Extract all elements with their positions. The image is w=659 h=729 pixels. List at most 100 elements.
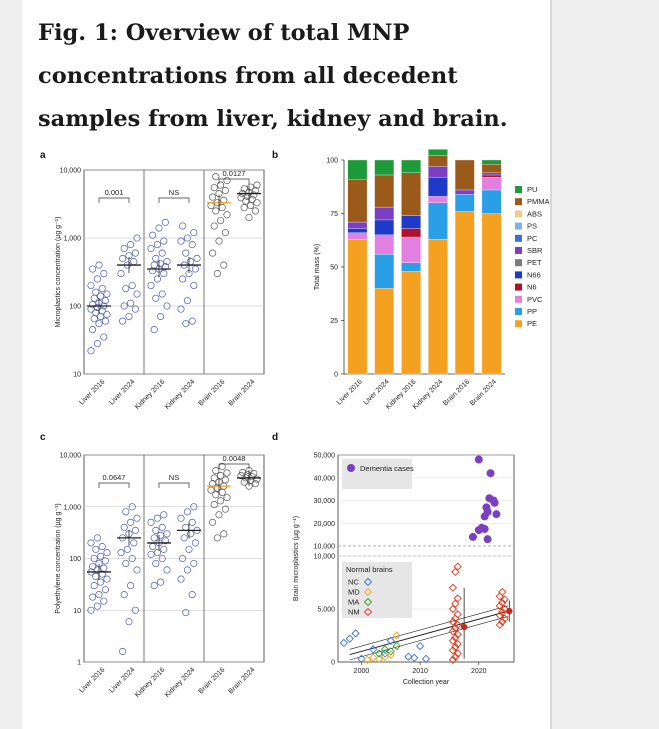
- data-point: [130, 539, 138, 547]
- trend-line: [349, 605, 509, 650]
- data-point: [221, 505, 229, 513]
- data-point: [117, 549, 125, 557]
- data-point: [127, 582, 135, 590]
- legend-marker-dementia: [347, 464, 355, 472]
- y-tick-label: 75: [330, 211, 338, 218]
- data-point: [217, 181, 225, 189]
- data-point: [253, 181, 261, 189]
- data-point: [157, 531, 165, 539]
- figure-title: Fig. 1: Overview of total MNP concentrat…: [38, 20, 508, 132]
- data-point: [100, 333, 108, 341]
- data-point: [128, 554, 136, 563]
- bar-segment-pp: [374, 254, 395, 289]
- y-tick-label: 1,000: [63, 504, 81, 511]
- data-point: [220, 261, 228, 269]
- data-point: [89, 326, 97, 334]
- data-point: [251, 480, 259, 488]
- data-point: [239, 468, 247, 477]
- data-point: [155, 224, 163, 232]
- dementia-point: [482, 503, 491, 512]
- data-point: [133, 290, 141, 298]
- data-point: [182, 523, 190, 531]
- bar-segment-pvc: [428, 196, 448, 203]
- legend-label-nm: NM: [348, 608, 360, 617]
- legend-marker-nc: [363, 577, 373, 587]
- data-point: [147, 244, 155, 253]
- normal-point-nm: [453, 620, 462, 630]
- data-point: [182, 609, 190, 617]
- normal-point-nm: [448, 636, 458, 645]
- data-point: [188, 591, 196, 599]
- bar-segment-pe: [347, 239, 368, 375]
- bar-segment-pp: [481, 189, 502, 214]
- data-point: [179, 275, 187, 283]
- bar-segment-pmma: [454, 159, 475, 191]
- y-tick-label: 5,000: [317, 607, 335, 614]
- panel-label-a: a: [40, 150, 46, 161]
- x-tick-label: Brain 2016: [442, 378, 471, 407]
- data-point: [217, 472, 225, 480]
- data-point: [240, 204, 248, 212]
- y-axis-label: Brain microplastics (µg g⁻¹): [293, 516, 300, 601]
- bar-segment-pvc: [481, 176, 502, 191]
- data-point: [117, 270, 125, 278]
- data-point: [193, 254, 201, 263]
- dementia-point: [490, 498, 499, 507]
- data-point: [103, 290, 111, 298]
- bar-segment-pu: [428, 149, 448, 156]
- bar-segment-pu: [347, 159, 368, 180]
- normal-point-nm: [451, 567, 460, 577]
- normal-point-md: [374, 654, 384, 663]
- data-point: [160, 270, 168, 278]
- legend-label-pmma: PMMA: [527, 197, 550, 206]
- normal-point-md: [386, 650, 395, 659]
- data-point: [207, 486, 215, 494]
- bar-segment-pe: [454, 211, 475, 375]
- scrollbar-track[interactable]: [550, 0, 552, 729]
- data-point: [133, 234, 141, 242]
- data-point: [220, 530, 228, 538]
- dementia-legend-box: [342, 459, 412, 489]
- data-point: [95, 320, 103, 328]
- x-tick-label: Liver 2016: [78, 666, 106, 694]
- y-tick-label: 30,000: [314, 498, 336, 505]
- data-point: [93, 534, 101, 542]
- normal-point-nc: [380, 649, 390, 658]
- normal-point-ma: [380, 645, 390, 654]
- y-tick-label: 10,000: [314, 554, 336, 561]
- x-tick-label: Brain 2024: [228, 666, 257, 695]
- legend-label-n66: N66: [527, 270, 541, 279]
- normal-point-nm: [448, 646, 458, 655]
- y-tick-label: 25: [330, 318, 338, 325]
- normal-point-nc: [369, 645, 378, 654]
- data-point: [161, 218, 169, 226]
- data-point: [247, 183, 255, 191]
- bar-segment-sbr: [428, 166, 448, 178]
- data-point: [187, 530, 195, 538]
- normal-point-ma: [392, 641, 401, 651]
- dementia-point: [468, 532, 477, 541]
- data-point: [210, 501, 218, 509]
- legend-label-md: MD: [348, 588, 360, 597]
- legend-swatch-n6: [515, 283, 522, 291]
- data-point: [150, 261, 158, 269]
- normal-point-nc: [404, 652, 413, 661]
- data-point: [97, 552, 105, 560]
- data-point: [188, 317, 196, 325]
- dementia-point: [486, 469, 495, 478]
- y-tick-label: 50,000: [314, 453, 336, 460]
- normal-point-nm: [453, 562, 462, 571]
- normal-point-nm: [448, 627, 458, 636]
- data-point: [149, 231, 157, 239]
- data-point: [250, 191, 258, 199]
- x-tick-label: Kidney 2024: [164, 666, 197, 699]
- significance-bracket: [98, 197, 130, 203]
- normal-point-nc: [345, 634, 354, 643]
- x-tick-label: Brain 2016: [198, 666, 227, 695]
- legend-marker-nm: [363, 607, 373, 617]
- data-point: [217, 217, 225, 225]
- legend-swatch-sbr: [515, 247, 522, 254]
- normal-point-nm: [500, 595, 509, 604]
- data-point: [182, 249, 190, 257]
